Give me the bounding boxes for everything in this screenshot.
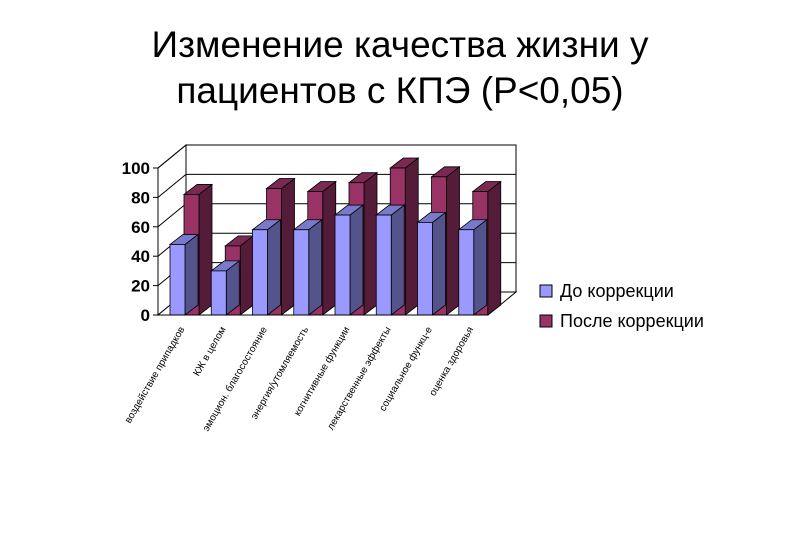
bar-before-4 [333, 204, 365, 316]
bar-side [267, 218, 281, 316]
x-tick-label: оценка здоровья [428, 325, 477, 398]
bar-side [473, 218, 488, 316]
bar-side [184, 233, 199, 316]
x-tick-label: КЖ в целом [192, 325, 229, 378]
bar-before-5 [375, 204, 406, 316]
x-axis-ticks: воздействие припадков КЖ в целомэмоцион. … [123, 324, 476, 433]
bar-side [363, 171, 378, 316]
y-tick-label: 20 [131, 277, 150, 296]
bar-front [293, 229, 310, 316]
slide-title-line-1: Изменение качества жизни у [151, 24, 649, 65]
bar-side [432, 211, 446, 316]
legend-swatch [539, 314, 553, 328]
bar-front [375, 214, 392, 316]
bar-side [308, 218, 323, 316]
bar-before-0 [168, 233, 200, 316]
bar-before-2 [251, 218, 282, 316]
chart-legend: До коррекции После коррекции [539, 281, 704, 331]
slide-title-line-2: пациентов с КПЭ (P<0,05) [176, 70, 624, 111]
bar-side [198, 183, 213, 316]
bar-front [458, 229, 475, 316]
bar-before-1 [210, 260, 241, 316]
bar-front [169, 244, 186, 316]
y-tick-label: 0 [141, 306, 150, 325]
bar-side [390, 204, 405, 316]
bar-front [417, 221, 433, 316]
legend-label: После коррекции [560, 311, 704, 331]
bar-side [239, 235, 254, 316]
bar-front [252, 229, 268, 316]
bar-side [322, 180, 337, 316]
legend-swatch [539, 284, 553, 298]
legend-label: До коррекции [560, 281, 674, 301]
bar-before-6 [416, 211, 447, 316]
chart-bars [158, 157, 502, 316]
bar-side [446, 166, 460, 316]
y-tick-label: 100 [122, 159, 150, 178]
bar-side [281, 177, 295, 316]
slide-title: Изменение качества жизни у пациентов с К… [0, 22, 800, 114]
bar-before-7 [457, 218, 488, 316]
y-tick-label: 40 [131, 247, 150, 266]
bar-side [404, 157, 419, 316]
bar-side [487, 180, 502, 316]
x-tick-label: воздействие припадков [123, 325, 187, 425]
gridline [157, 144, 516, 169]
y-tick-label: 60 [131, 218, 150, 237]
bar-front [334, 214, 351, 316]
y-axis-ticks: 0 20 40 60 80 100 [122, 159, 159, 325]
bar-before-3 [292, 218, 323, 316]
bar-side [349, 204, 364, 316]
y-tick-label: 80 [131, 188, 150, 207]
bar-front [210, 270, 227, 316]
